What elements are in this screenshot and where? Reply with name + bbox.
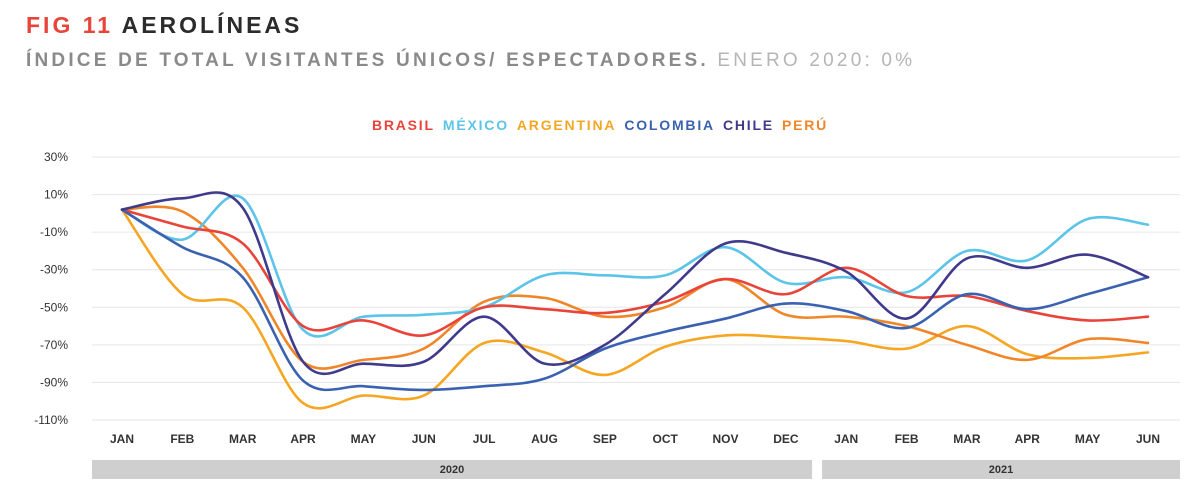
- series-line-argentina: [120, 208, 1150, 410]
- x-tick-label: OCT: [653, 432, 679, 446]
- x-tick-label: MAR: [953, 432, 981, 446]
- legend-item: ARGENTINA: [516, 117, 617, 133]
- x-tick-label: JAN: [110, 432, 134, 446]
- figure-subtitle: ÍNDICE DE TOTAL VISITANTES ÚNICOS/ ESPEC…: [26, 50, 915, 72]
- x-tick-label: JUN: [412, 432, 436, 446]
- y-tick-label: -110%: [34, 413, 68, 427]
- x-tick-label: MAY: [351, 432, 377, 446]
- legend-item: PERÚ: [781, 117, 829, 133]
- y-tick-label: -10%: [40, 225, 68, 239]
- year-label: 2020: [440, 464, 464, 476]
- x-tick-label: JUN: [1136, 432, 1160, 446]
- figure-title: FIG 11 AEROLÍNEAS: [26, 12, 302, 39]
- x-tick-label: NOV: [713, 432, 739, 446]
- y-tick-label: -50%: [40, 300, 68, 314]
- y-tick-label: -70%: [40, 338, 68, 352]
- x-tick-label: AUG: [531, 432, 558, 446]
- legend-item: BRASIL: [371, 117, 435, 133]
- figure-number: FIG 11: [26, 12, 114, 38]
- x-tick-label: APR: [290, 432, 316, 446]
- legend-item: CHILE: [722, 117, 774, 133]
- x-tick-label: FEB: [170, 432, 194, 446]
- series-line-colombia: [120, 208, 1150, 392]
- x-tick-label: SEP: [593, 432, 617, 446]
- series-line-méxico: [120, 194, 1150, 338]
- series-line-brasil: [120, 208, 1150, 337]
- y-tick-label: 30%: [44, 150, 68, 164]
- legend-item: COLOMBIA: [624, 117, 715, 133]
- x-tick-label: FEB: [895, 432, 919, 446]
- y-tick-label: -30%: [40, 263, 68, 277]
- legend-item: MÉXICO: [442, 117, 509, 133]
- subtitle-main: ÍNDICE DE TOTAL VISITANTES ÚNICOS/ ESPEC…: [26, 50, 709, 71]
- chart-legend: BRASIL MÉXICO ARGENTINA COLOMBIA CHILE PERÚ: [0, 117, 1200, 133]
- year-band: [92, 460, 813, 479]
- year-band: [822, 460, 1180, 479]
- x-tick-label: JAN: [834, 432, 858, 446]
- x-tick-label: MAR: [229, 432, 257, 446]
- x-tick-label: APR: [1015, 432, 1041, 446]
- x-tick-label: MAY: [1075, 432, 1101, 446]
- figure-title-text: AEROLÍNEAS: [121, 12, 303, 38]
- subtitle-note: ENERO 2020: 0%: [717, 50, 916, 71]
- x-tick-label: DEC: [773, 432, 799, 446]
- series-line-perú: [120, 205, 1150, 370]
- y-tick-label: 10%: [44, 188, 68, 202]
- series-line-chile: [120, 191, 1150, 375]
- y-tick-label: -90%: [40, 375, 68, 389]
- year-label: 2021: [989, 464, 1013, 476]
- x-tick-label: JUL: [473, 432, 496, 446]
